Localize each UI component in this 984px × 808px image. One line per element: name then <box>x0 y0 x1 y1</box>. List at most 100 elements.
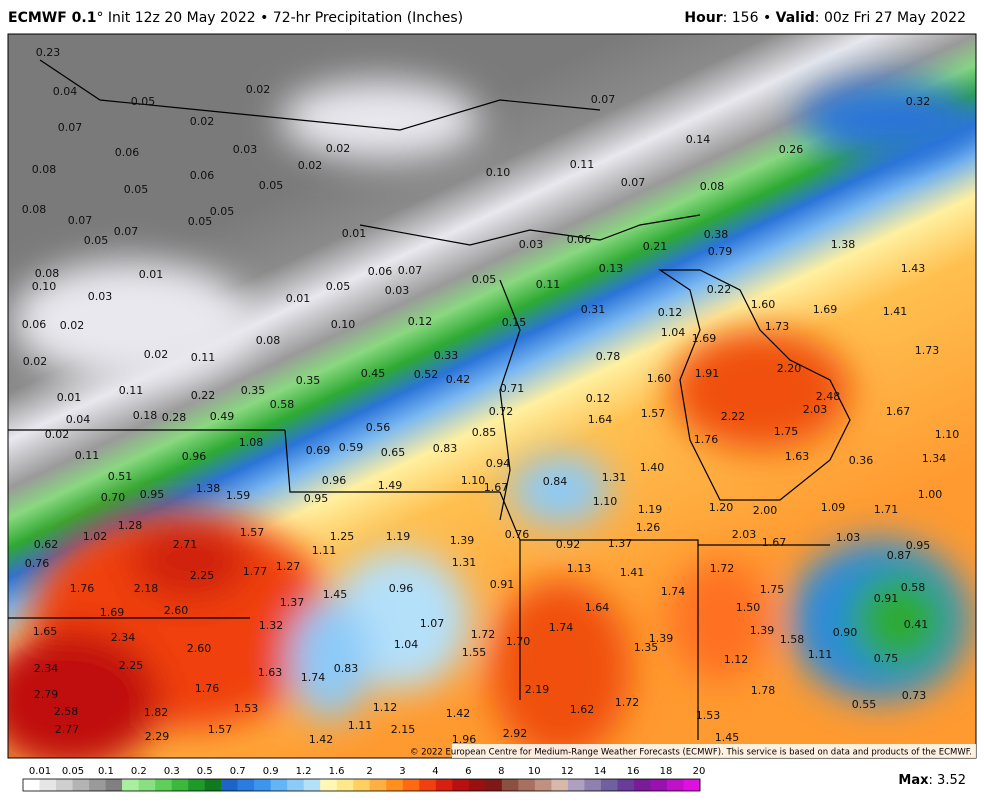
map-value-label: 0.06 <box>115 146 140 159</box>
map-value-label: 1.45 <box>715 731 740 744</box>
colorbar-label: 16 <box>627 766 640 777</box>
colorbar-swatch <box>485 779 503 791</box>
map-value-label: 0.35 <box>296 374 321 387</box>
map-value-label: 1.76 <box>195 682 220 695</box>
map-value-label: 2.29 <box>145 730 170 743</box>
map-value-label: 1.07 <box>420 617 445 630</box>
map-value-label: 1.41 <box>620 566 645 579</box>
map-value-label: 1.04 <box>661 326 686 339</box>
map-value-label: 1.11 <box>808 648 833 661</box>
colorbar-swatch <box>386 779 404 791</box>
map-value-label: 1.74 <box>661 585 686 598</box>
map-value-label: 1.59 <box>226 489 251 502</box>
map-value-label: 1.60 <box>647 372 672 385</box>
map-value-label: 1.39 <box>649 632 674 645</box>
colorbar: 0.01 0.05 0.1 0.2 0.3 0.5 0.7 0.9 1.2 1.6 2 3 4 6 8 10 1… <box>22 766 706 792</box>
hour: : 156 • <box>723 10 776 26</box>
map-value-label: 2.15 <box>391 723 416 736</box>
title-rest: ° Init 12z 20 May 2022 • 72-hr Precipita… <box>96 10 463 26</box>
colorbar-swatch <box>320 779 338 791</box>
map-value-label: 0.36 <box>849 454 874 467</box>
map-value-label: 1.03 <box>836 531 861 544</box>
map-value-label: 1.09 <box>821 501 846 514</box>
map-value-label: 1.41 <box>883 305 908 318</box>
colorbar-label: 0.5 <box>197 766 213 777</box>
map-value-label: 0.05 <box>131 95 156 108</box>
map-value-label: 1.02 <box>83 530 108 543</box>
map-value-label: 1.37 <box>280 596 305 609</box>
map-value-label: 0.05 <box>472 273 497 286</box>
map-value-label: 0.85 <box>472 426 497 439</box>
colorbar-label: 20 <box>693 766 706 777</box>
map-value-label: 1.91 <box>695 367 720 380</box>
map-value-label: 1.69 <box>813 303 838 316</box>
colorbar-label: 10 <box>528 766 541 777</box>
map-value-label: 1.35 <box>634 641 659 654</box>
valid: : 00z Fri 27 May 2022 <box>815 10 966 26</box>
map-value-label: 1.71 <box>874 503 899 516</box>
map-value-label: 0.18 <box>133 409 158 422</box>
map-value-label: 1.75 <box>774 425 799 438</box>
colorbar-label: 0.1 <box>98 766 114 777</box>
map-value-label: 1.64 <box>585 601 610 614</box>
map-value-label: 0.07 <box>621 176 646 189</box>
map-value-label: 1.10 <box>593 495 618 508</box>
map-value-label: 1.50 <box>736 601 761 614</box>
map-value-label: 1.60 <box>751 298 776 311</box>
map-value-label: 0.04 <box>66 413 91 426</box>
credit: © 2022 European Centre for Medium-Range … <box>410 748 972 758</box>
map-value-label: 0.10 <box>486 166 511 179</box>
colorbar-label: 2 <box>366 766 372 777</box>
colorbar-swatch <box>353 779 371 791</box>
map-value-label: 0.01 <box>57 391 82 404</box>
map-value-label: 0.83 <box>433 442 458 455</box>
map-value-label: 2.18 <box>134 582 159 595</box>
map-value-label: 0.08 <box>700 180 725 193</box>
map-value-label: 2.19 <box>525 683 550 696</box>
map-value-label: 0.52 <box>414 368 439 381</box>
map-value-label: 0.71 <box>500 382 525 395</box>
map-value-label: 0.94 <box>486 457 511 470</box>
map-value-label: 1.40 <box>640 461 665 474</box>
hour-label: Hour <box>684 10 722 26</box>
map-value-label: 0.70 <box>101 491 126 504</box>
map-value-label: 2.25 <box>119 659 144 672</box>
map-value-label: 0.03 <box>385 284 410 297</box>
colorbar-swatch <box>56 779 73 791</box>
map-value-label: 1.19 <box>638 503 663 516</box>
map-value-label: 0.05 <box>84 234 109 247</box>
colorbar-swatch <box>23 779 40 791</box>
colorbar-swatch <box>287 779 305 791</box>
map-value-label: 0.73 <box>902 689 927 702</box>
colorbar-swatch <box>452 779 470 791</box>
map-value-label: 0.28 <box>162 411 187 424</box>
colorbar-swatch <box>551 779 569 791</box>
map-value-label: 1.82 <box>144 706 169 719</box>
map-value-label: 1.49 <box>378 479 403 492</box>
map-value-label: 0.08 <box>22 203 47 216</box>
colorbar-swatch <box>435 779 453 791</box>
map-value-label: 1.57 <box>240 526 265 539</box>
colorbar-swatch <box>419 779 437 791</box>
map-value-label: 0.05 <box>188 215 213 228</box>
map-value-label: 2.71 <box>173 538 198 551</box>
colorbar-swatch <box>303 779 321 791</box>
map-value-label: 0.38 <box>704 228 729 241</box>
map-value-label: 1.74 <box>301 671 326 684</box>
map-value-label: 0.10 <box>331 318 356 331</box>
map-value-label: 0.75 <box>874 652 899 665</box>
map-value-label: 0.05 <box>326 280 351 293</box>
map-value-label: 0.11 <box>191 351 216 364</box>
map-value-label: 0.26 <box>779 143 804 156</box>
map-value-label: 1.19 <box>386 530 411 543</box>
colorbar-swatch <box>468 779 486 791</box>
colorbar-label: 1.2 <box>296 766 312 777</box>
map-value-label: 0.02 <box>23 355 48 368</box>
map-value-label: 0.92 <box>556 538 581 551</box>
colorbar-swatch <box>155 779 172 791</box>
colorbar-swatch <box>666 779 684 791</box>
map-value-label: 0.03 <box>88 290 113 303</box>
colorbar-swatch <box>254 779 271 791</box>
map-value-label: 1.72 <box>615 696 640 709</box>
